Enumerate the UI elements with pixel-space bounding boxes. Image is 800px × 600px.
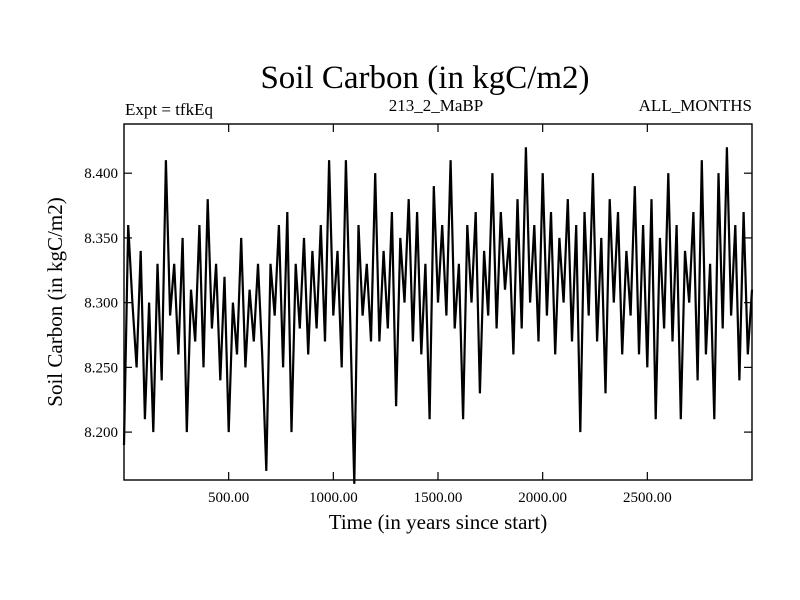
plot-area <box>122 147 754 484</box>
x-tick-label: 2500.00 <box>623 490 672 506</box>
expt-label: Expt = tfkEq <box>125 100 213 119</box>
y-tick-label: 8.300 <box>84 296 118 312</box>
y-tick-label: 8.350 <box>84 231 118 247</box>
y-tick-label: 8.250 <box>84 360 118 376</box>
months-label: ALL_MONTHS <box>639 96 752 115</box>
x-tick-label: 2000.00 <box>518 490 567 506</box>
x-tick-label: 1000.00 <box>309 490 358 506</box>
series-line-0 <box>122 147 754 484</box>
chart-title: Soil Carbon (in kgC/m2) <box>260 60 589 96</box>
x-axis-label: Time (in years since start) <box>329 510 548 534</box>
y-tick-label: 8.400 <box>84 166 118 182</box>
x-tick-label: 1500.00 <box>414 490 463 506</box>
run-label: 213_2_MaBP <box>389 96 483 115</box>
y-axis-label: Soil Carbon (in kgC/m2) <box>43 197 67 406</box>
y-axis: 8.200 8.250 8.300 8.350 8.400 <box>84 166 752 441</box>
x-tick-label: 500.00 <box>208 490 249 506</box>
y-tick-label: 8.200 <box>84 425 118 441</box>
x-axis: 500.00 1000.00 1500.00 2000.00 2500.00 <box>208 124 672 506</box>
